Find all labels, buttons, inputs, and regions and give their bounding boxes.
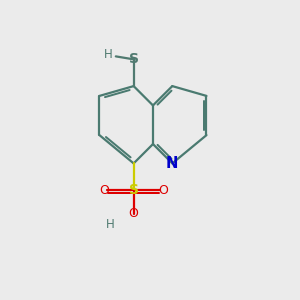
Text: O: O: [129, 207, 139, 220]
Text: S: S: [129, 183, 139, 197]
Text: S: S: [129, 52, 139, 66]
Text: H: H: [104, 48, 113, 62]
Text: O: O: [158, 184, 168, 196]
Text: H: H: [106, 218, 114, 231]
Text: O: O: [100, 184, 110, 196]
Text: N: N: [166, 156, 178, 171]
